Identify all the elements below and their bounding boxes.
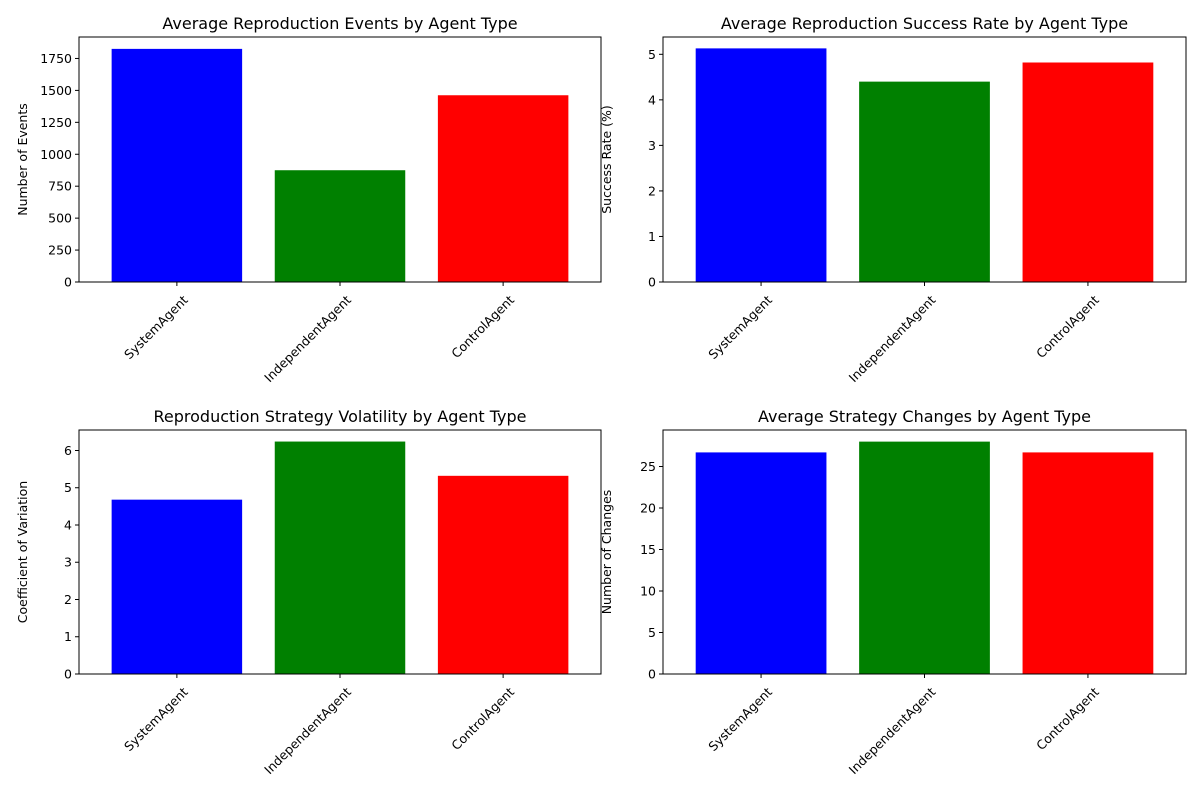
- y-tick-label: 2: [64, 592, 72, 607]
- chart-panel: 0 250 500 750 1000 1250 1500 1750 SystemAgent Ind…: [15, 14, 602, 385]
- chart-panel: 0 1 2 3 4 5 SystemAgent IndependentAgent Control…: [599, 14, 1187, 385]
- y-tick-label: 1750: [40, 51, 72, 66]
- y-tick-label: 500: [48, 211, 72, 226]
- y-axis-label: Success Rate (%): [599, 105, 614, 214]
- y-tick-label: 2: [648, 183, 656, 198]
- y-tick-label: 0: [648, 667, 656, 682]
- y-tick-label: 5: [64, 480, 72, 495]
- x-tick-label: SystemAgent: [705, 684, 775, 754]
- chart-title: Reproduction Strategy Volatility by Agen…: [154, 407, 527, 426]
- x-tick-label: ControlAgent: [448, 292, 517, 361]
- y-tick-label: 3: [648, 138, 656, 153]
- x-tick-label: ControlAgent: [1033, 292, 1102, 361]
- chart-bar: [1022, 62, 1154, 282]
- y-tick-label: 1000: [40, 147, 72, 162]
- x-tick-label: IndependentAgent: [261, 292, 354, 385]
- y-tick-label: 3: [64, 555, 72, 570]
- x-tick-label: SystemAgent: [705, 292, 775, 362]
- y-axis-label: Coefficient of Variation: [15, 481, 30, 623]
- y-tick-label: 1500: [40, 83, 72, 98]
- x-tick-label: IndependentAgent: [846, 292, 939, 385]
- x-tick-label: IndependentAgent: [261, 684, 354, 777]
- y-tick-label: 4: [648, 92, 656, 107]
- chart-bar: [274, 170, 406, 282]
- x-tick-label: ControlAgent: [1033, 684, 1102, 753]
- y-axis-label: Number of Events: [15, 103, 30, 216]
- y-tick-label: 5: [648, 625, 656, 640]
- chart-bar: [859, 81, 990, 282]
- y-tick-label: 1: [64, 629, 72, 644]
- chart-title: Average Reproduction Events by Agent Typ…: [162, 14, 517, 33]
- y-tick-label: 10: [640, 584, 656, 599]
- y-tick-label: 0: [64, 667, 72, 682]
- chart-bar: [859, 441, 990, 674]
- y-tick-label: 5: [648, 47, 656, 62]
- chart-panel: 0 1 2 3 4 5 6 SystemAgent IndependentAgent Contro…: [15, 407, 602, 777]
- x-tick-label: SystemAgent: [121, 292, 191, 362]
- chart-bar: [695, 48, 827, 282]
- chart-title: Average Reproduction Success Rate by Age…: [721, 14, 1128, 33]
- y-tick-label: 6: [64, 443, 72, 458]
- y-tick-label: 15: [640, 542, 656, 557]
- chart-bar: [274, 441, 406, 674]
- chart-bar: [111, 48, 243, 282]
- y-axis-label: Number of Changes: [599, 490, 614, 615]
- chart-bar: [437, 95, 569, 282]
- chart-bar: [437, 475, 569, 674]
- chart-panel: 0 5 10 15 20 25 SystemAgent IndependentAgent Con…: [599, 407, 1187, 777]
- y-tick-label: 4: [64, 517, 72, 532]
- chart-bar: [695, 452, 827, 674]
- chart-title: Average Strategy Changes by Agent Type: [758, 407, 1091, 426]
- chart-bar: [111, 499, 243, 674]
- x-tick-label: ControlAgent: [448, 684, 517, 753]
- y-tick-label: 250: [48, 243, 72, 258]
- x-tick-label: IndependentAgent: [846, 684, 939, 777]
- y-tick-label: 1250: [40, 115, 72, 130]
- y-tick-label: 25: [640, 459, 656, 474]
- y-tick-label: 20: [640, 501, 656, 516]
- y-tick-label: 0: [64, 275, 72, 290]
- y-tick-label: 1: [648, 229, 656, 244]
- chart-bar: [1022, 452, 1154, 674]
- x-tick-label: SystemAgent: [121, 684, 191, 754]
- y-tick-label: 0: [648, 275, 656, 290]
- y-tick-label: 750: [48, 179, 72, 194]
